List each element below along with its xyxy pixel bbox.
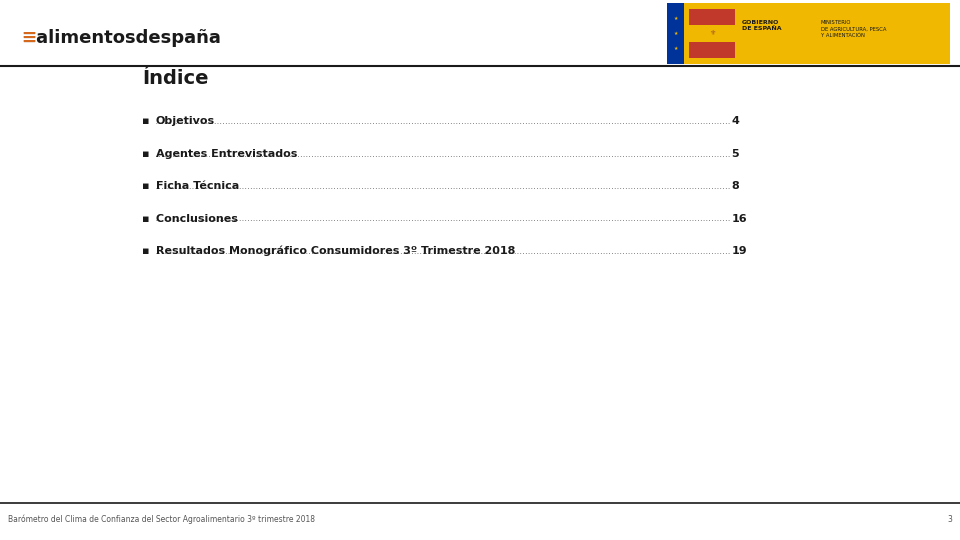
Text: ★: ★	[674, 31, 678, 36]
Text: ▪: ▪	[142, 181, 150, 191]
Bar	[667, 3, 684, 64]
Bar	[667, 3, 950, 64]
Text: ★: ★	[674, 16, 678, 21]
Text: Resultados Monográfico Consumidores 3º Trimestre 2018: Resultados Monográfico Consumidores 3º T…	[156, 246, 515, 256]
Text: Conclusiones: Conclusiones	[156, 214, 241, 224]
Text: 16: 16	[732, 214, 747, 224]
Text: Índice: Índice	[142, 69, 208, 88]
Text: ≡alimentosdespaña: ≡alimentosdespaña	[21, 29, 221, 47]
Text: ▪: ▪	[142, 214, 150, 224]
Text: Agentes Entrevistados: Agentes Entrevistados	[156, 149, 297, 159]
Text: 8: 8	[732, 181, 739, 191]
Text: ≡: ≡	[21, 29, 36, 47]
Bar	[689, 9, 735, 25]
Text: ▪: ▪	[142, 149, 150, 159]
Text: ⚜: ⚜	[709, 30, 715, 37]
Text: ★: ★	[674, 46, 678, 51]
Text: Barómetro del Clima de Confianza del Sector Agroalimentario 3º trimestre 2018: Barómetro del Clima de Confianza del Sec…	[8, 515, 315, 524]
Text: Ficha Técnica: Ficha Técnica	[156, 181, 239, 191]
Text: 5: 5	[732, 149, 739, 159]
Bar	[689, 42, 735, 58]
Text: ▪: ▪	[142, 117, 150, 126]
Text: 3: 3	[948, 515, 952, 524]
Text: 4: 4	[732, 117, 739, 126]
Text: 19: 19	[732, 246, 747, 256]
Bar	[689, 25, 735, 42]
Text: Objetivos: Objetivos	[156, 117, 215, 126]
Text: ▪: ▪	[142, 246, 150, 256]
Text: MINISTERIO
DE AGRICULTURA, PESCA
Y ALIMENTACIÓN: MINISTERIO DE AGRICULTURA, PESCA Y ALIME…	[821, 20, 886, 38]
Text: GOBIERNO
DE ESPAÑA: GOBIERNO DE ESPAÑA	[742, 20, 781, 31]
